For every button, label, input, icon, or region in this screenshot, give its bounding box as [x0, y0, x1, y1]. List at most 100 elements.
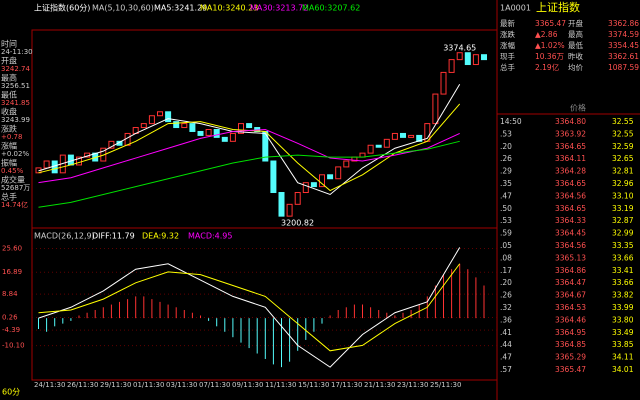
tick-cell: 33.80 [612, 315, 634, 324]
tick-cell: .35 [500, 179, 512, 188]
ma-label: MA(5,10,30,60) [92, 4, 154, 13]
candle [408, 134, 415, 138]
tick-cell: 33.82 [612, 291, 634, 300]
candle [456, 52, 463, 61]
candle [367, 144, 374, 154]
candle [335, 166, 342, 180]
tick-cell: 33.99 [612, 303, 634, 312]
candle [383, 138, 390, 148]
quote-cell: 3374.59 [608, 30, 639, 39]
candle [432, 93, 439, 125]
tick-cell: 33.66 [612, 278, 634, 287]
tick-cell: 3364.47 [555, 278, 586, 287]
tick-cell: 3365.47 [555, 365, 586, 374]
tick-cell: 3364.33 [555, 216, 586, 225]
dea-label: DEA:9.32 [142, 232, 179, 241]
tick-cell: 33.10 [612, 191, 634, 200]
ma-line [38, 83, 461, 196]
stock-name: 上证指数 [536, 0, 580, 14]
ma5: MA5:3241.29 [154, 4, 207, 13]
tick-cell: .20 [500, 142, 512, 151]
tick-cell: .20 [500, 278, 512, 287]
x-tick-label: 09/11:30 [232, 381, 263, 389]
tick-cell: 34.01 [612, 365, 634, 374]
x-tick-label: 15/11:30 [298, 381, 329, 389]
candle [213, 129, 220, 138]
tick-cell: .41 [500, 328, 512, 337]
quote-cell: 涨幅 [500, 40, 515, 50]
candle [327, 174, 334, 180]
ma-line [38, 140, 460, 208]
candle [205, 129, 212, 136]
quote-cell: 现手 [500, 51, 515, 61]
high-label: 3374.65 [443, 44, 476, 53]
candle [481, 54, 487, 61]
candle [108, 140, 115, 149]
tick-cell: .47 [500, 353, 512, 362]
tick-cell: 33.35 [612, 241, 634, 250]
tick-cell: .47 [500, 191, 512, 200]
info-label: 总手 [1, 192, 17, 202]
info-label: 开盘 [1, 56, 17, 66]
tick-cell: .50 [500, 204, 512, 213]
tick-cell: 32.96 [612, 179, 634, 188]
col-head: 价格 [570, 103, 586, 113]
low-label: 3200.82 [281, 219, 314, 228]
x-tick-label: 01/11:30 [133, 381, 164, 389]
tick-cell: 3364.85 [555, 340, 586, 349]
candle [391, 132, 398, 140]
info-value: 3242.74 [1, 65, 30, 73]
tick-cell: 33.19 [612, 204, 634, 213]
x-tick-label: 29/11:30 [100, 381, 131, 389]
y-tick-label: 16.89 [2, 268, 22, 276]
info-label: 涨跌 [1, 124, 17, 134]
candle [165, 111, 172, 123]
period[interactable]: 60分 [2, 388, 20, 397]
tick-cell: .17 [500, 266, 512, 275]
candle [246, 123, 253, 129]
info-label: 最低 [1, 90, 17, 100]
tick-cell: .57 [500, 365, 512, 374]
quote-cell: 1087.59 [608, 63, 639, 72]
tick-cell: 33.41 [612, 266, 634, 275]
tick-cell: 34.11 [612, 353, 634, 362]
tick-cell: 3364.28 [555, 167, 586, 176]
candle [286, 203, 293, 217]
quote-cell: 昨收 [568, 51, 583, 61]
code: 1A0001 [500, 4, 531, 13]
y-tick-label: -10.10 [2, 342, 25, 350]
info-value: 3243.99 [1, 116, 30, 124]
info-value: 24-11:30 [1, 48, 33, 56]
tick-cell: .32 [500, 303, 512, 312]
candle [173, 121, 180, 129]
candle [148, 115, 155, 125]
quote-cell: 最低 [568, 40, 583, 50]
x-tick-label: 21/11:30 [364, 381, 395, 389]
quote-cell: 3354.45 [608, 41, 639, 50]
ma30: MA30:3213.72 [250, 4, 308, 13]
tick-cell: .44 [500, 340, 512, 349]
quote-cell: 开盘 [568, 18, 583, 28]
info-label: 时间 [1, 39, 17, 49]
candle [294, 192, 301, 205]
tick-cell: 32.81 [612, 167, 634, 176]
info-value: 0.45% [1, 167, 24, 175]
candle [189, 123, 196, 132]
quote-cell: 10.36万 [535, 52, 564, 61]
y-tick-label: 0.26 [2, 313, 18, 321]
tick-cell: 32.87 [612, 216, 634, 225]
candle [278, 192, 285, 217]
info-label: 成交量 [1, 175, 25, 185]
tick-cell: .36 [500, 315, 512, 324]
candle [464, 52, 471, 66]
candle [343, 160, 350, 168]
tick-cell: 3365.13 [555, 253, 586, 262]
tick-cell: .53 [500, 129, 512, 138]
info-label: 振幅 [1, 158, 17, 168]
quote-cell: 最高 [568, 29, 583, 39]
tick-cell: 3364.67 [555, 291, 586, 300]
info-value: 3241.85 [1, 99, 30, 107]
tick-cell: 3364.65 [555, 179, 586, 188]
